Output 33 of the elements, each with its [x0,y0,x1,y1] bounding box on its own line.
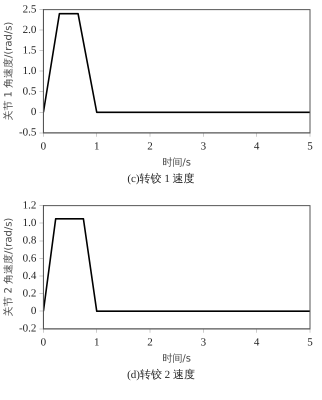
x-tick-label: 2 [147,140,153,152]
y-tick-label: 2.5 [22,3,37,16]
x-tick-label: 2 [147,336,153,348]
x-tick-label: 0 [40,140,47,152]
y-tick-label: 0.6 [22,252,37,264]
y-tick-label: -0.5 [18,126,37,139]
text: (c)转铰 1 速度 [126,172,196,187]
x-tick-label: 5 [307,140,314,152]
x-tick-label: 4 [254,336,260,348]
y-tick-label: 0 [30,305,37,318]
y-tick-label: -0.2 [18,322,36,335]
y-axis-title: 关节 2 角速度/(rad/s) [2,218,15,317]
y-tick-label: 0.4 [22,270,37,282]
y-tick-label: 0 [30,106,37,118]
x-tick-label: 3 [200,336,207,348]
y-tick-label: 2.0 [22,24,37,36]
x-tick-label: 1 [94,336,100,348]
y-tick-label: 0.8 [22,234,37,247]
y-axis-title: 关节 1 角速度/(rad/s) [2,22,15,121]
x-axis-title: 时间/s [162,352,192,365]
y-tick-label: 0.2 [22,287,36,300]
y-tick-label: 1.0 [22,65,37,78]
x-tick-label: 0 [40,336,47,348]
x-axis-title: 时间/s [162,156,192,169]
x-tick-label: 3 [200,140,207,152]
y-tick-label: 1.5 [22,44,37,57]
y-tick-label: 0.5 [22,86,37,98]
y-tick-label: 1.0 [22,217,37,230]
x-tick-label: 4 [254,140,260,152]
text: (d)转铰 2 速度 [126,368,196,383]
x-tick-label: 5 [307,336,314,348]
y-tick-label: 1.2 [22,199,36,212]
x-tick-label: 1 [94,140,100,152]
